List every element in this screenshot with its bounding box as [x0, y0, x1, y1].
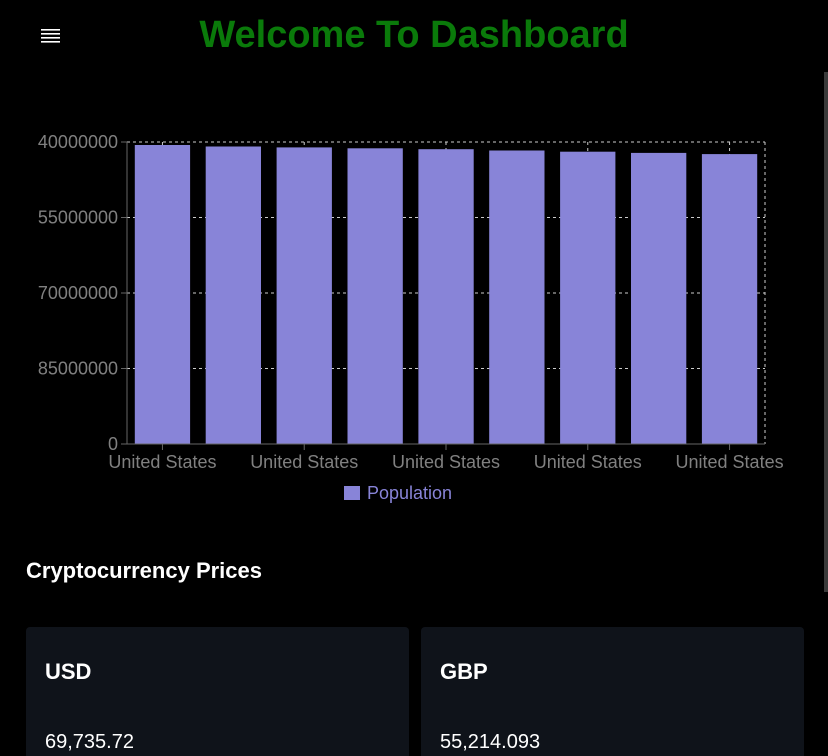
chart-bar[interactable] — [276, 147, 332, 444]
crypto-section-title: Cryptocurrency Prices — [26, 558, 262, 583]
scrollbar[interactable] — [824, 72, 828, 592]
chart-axes: 400000005500000070000000850000000United … — [38, 132, 784, 472]
chart-bars — [134, 145, 758, 445]
y-tick-label: 0 — [108, 434, 118, 454]
y-tick-label: 40000000 — [38, 132, 118, 152]
y-tick-label: 55000000 — [38, 208, 118, 228]
chart-bar[interactable] — [489, 150, 545, 445]
x-tick-label: United States — [250, 452, 358, 472]
hamburger-menu-icon[interactable] — [39, 25, 63, 47]
chart-bar[interactable] — [631, 152, 687, 444]
x-tick-label: United States — [108, 452, 216, 472]
chart-bar[interactable] — [701, 154, 758, 444]
chart-bar[interactable] — [134, 145, 191, 444]
chart-bar[interactable] — [205, 146, 261, 445]
population-bar-chart: 40000000 55000000 70000000 85000000 0 United … — [0, 120, 828, 520]
y-tick-label: 85000000 — [38, 359, 118, 379]
x-tick-label: United States — [676, 452, 784, 472]
chart-bar[interactable] — [418, 149, 474, 444]
legend-label: Population — [367, 483, 452, 503]
crypto-card-gbp: GBP 55,214.093 — [421, 627, 804, 756]
x-tick-label: United States — [392, 452, 500, 472]
chart-bar[interactable] — [347, 148, 403, 445]
crypto-card-usd: USD 69,735.72 — [26, 627, 409, 756]
y-tick-label: 70000000 — [38, 283, 118, 303]
chart-bar[interactable] — [560, 151, 616, 444]
crypto-card-label: USD — [45, 659, 92, 684]
page-title: Welcome To Dashboard — [199, 14, 629, 56]
crypto-card-value: 55,214.093 — [440, 731, 541, 753]
x-tick-label: United States — [534, 452, 642, 472]
crypto-card-value: 69,735.72 — [45, 731, 134, 753]
crypto-card-label: GBP — [440, 659, 488, 684]
chart-legend[interactable]: Population — [344, 483, 452, 503]
legend-swatch — [344, 486, 360, 500]
